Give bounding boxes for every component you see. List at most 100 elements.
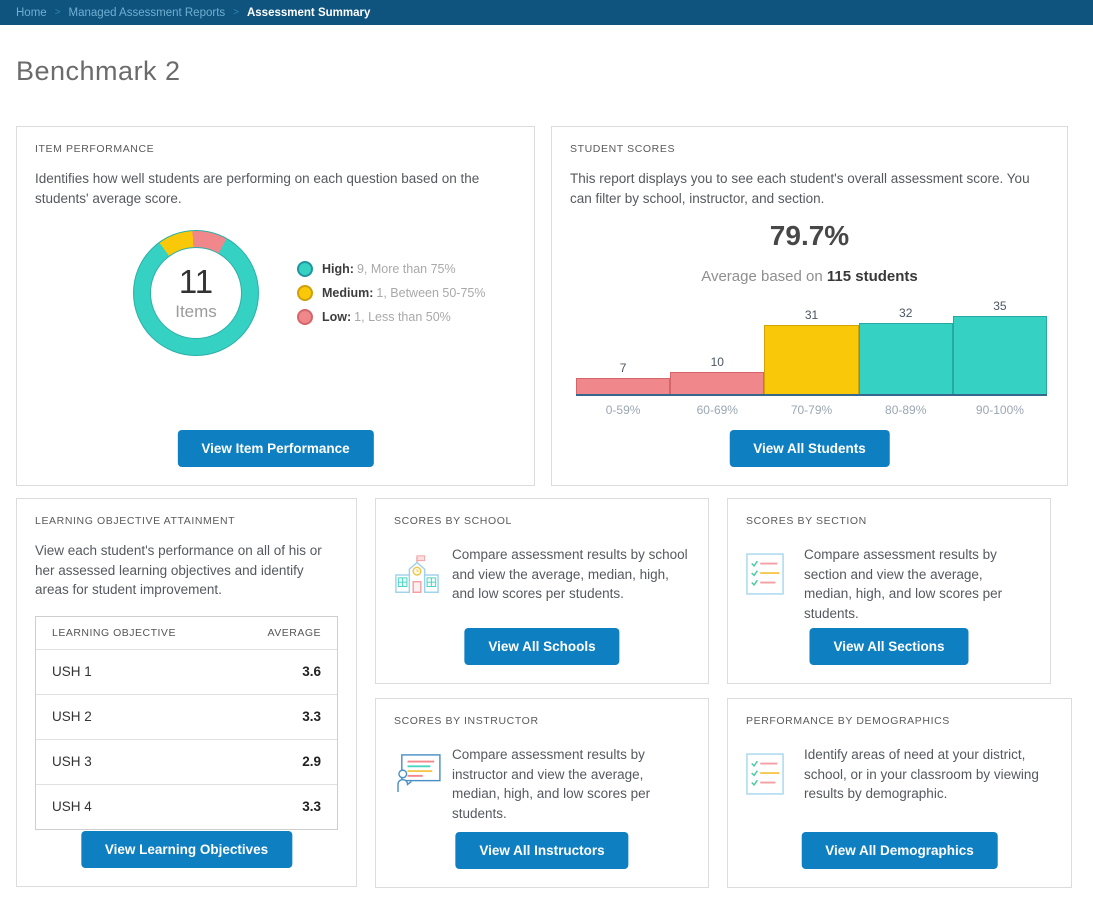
bar-rect <box>576 378 671 394</box>
card-student-scores: Student Scores This report displays you … <box>551 126 1068 486</box>
donut-legend: High: 9, More than 75% Medium: 1, Between … <box>297 253 486 333</box>
view-item-performance-button[interactable]: View Item Performance <box>177 430 374 467</box>
x-tick-label: 90-100% <box>975 403 1024 417</box>
view-all-instructors-button[interactable]: View All Instructors <box>455 832 629 869</box>
breadcrumb: Home > Managed Assessment Reports > Asse… <box>0 0 1093 25</box>
student-scores-description: This report displays you to see each stu… <box>570 171 1030 206</box>
donut-total-value: 11 <box>178 262 214 300</box>
performance-by-demographics-description: Identify areas of need at your district,… <box>804 747 1039 802</box>
card-performance-by-demographics: Performance by Demographics Identify are… <box>727 698 1072 888</box>
learning-objective-title: Learning Objective Attainment <box>35 515 236 527</box>
average-score-caption: Average based on 115 students <box>570 268 1049 285</box>
card-learning-objective-attainment: Learning Objective Attainment View each … <box>16 498 357 887</box>
bar-rect <box>952 316 1048 394</box>
histogram-bar-70-79: 31 <box>764 299 859 394</box>
objective-name: USH 4 <box>52 799 92 815</box>
objective-average: 2.9 <box>302 754 321 770</box>
item-performance-chart-area: 11 Items High: 9, More than 75% Medium: 1,… <box>35 230 516 357</box>
donut-center: 11 Items <box>150 247 242 340</box>
performance-by-demographics-title: Performance by Demographics <box>746 715 950 727</box>
objective-average: 3.6 <box>302 664 321 680</box>
histogram-bars: 7 10 31 32 35 <box>576 299 1048 396</box>
objective-average: 3.3 <box>302 799 321 815</box>
histogram-bar-90-100: 35 <box>952 299 1048 394</box>
legend-medium-name: Medium: <box>322 286 374 301</box>
table-header-row: Learning Objective Average <box>36 617 337 649</box>
item-performance-donut-chart: 11 Items <box>133 230 259 357</box>
x-tick-label: 60-69% <box>696 403 738 417</box>
card-item-performance: Item Performance Identifies how well stu… <box>16 126 535 486</box>
checklist-icon <box>746 545 804 623</box>
legend-low-detail: 1, Less than 50% <box>354 310 451 325</box>
card-scores-by-school: Scores by School Compare <box>375 498 709 684</box>
scores-by-section-title: Scores by Section <box>746 515 867 527</box>
bar-value-label: 32 <box>899 306 913 320</box>
table-row: USH 1 3.6 <box>36 648 337 694</box>
histogram-x-axis: 0-59% 60-69% 70-79% 80-89% 90-100% <box>576 403 1047 417</box>
breadcrumb-current-page: Assessment Summary <box>246 6 371 19</box>
card-scores-by-instructor: Scores by Instructor Compare assessment … <box>375 698 709 888</box>
bar-rect <box>670 372 765 394</box>
breadcrumb-separator-icon: > <box>54 7 61 18</box>
scores-by-instructor-description: Compare assessment results by instructor… <box>452 747 651 821</box>
bar-rect <box>858 323 953 394</box>
table-row: USH 3 2.9 <box>36 738 337 784</box>
legend-low-name: Low: <box>322 310 352 325</box>
average-caption-students: 115 students <box>826 268 918 286</box>
table-row: USH 2 3.3 <box>36 693 337 739</box>
legend-item-low: Low: 1, Less than 50% <box>297 309 486 326</box>
view-all-demographics-button[interactable]: View All Demographics <box>801 832 998 869</box>
table-row: USH 4 3.3 <box>36 783 337 829</box>
learning-objective-table: Learning Objective Average USH 1 3.6 USH… <box>35 615 338 830</box>
checklist-icon <box>746 745 804 804</box>
school-icon <box>394 545 452 604</box>
card-scores-by-section: Scores by Section Compare assessment res… <box>727 498 1051 684</box>
objective-name: USH 3 <box>52 754 92 770</box>
bar-value-label: 7 <box>619 361 627 375</box>
view-all-students-button[interactable]: View All Students <box>729 430 890 467</box>
student-scores-title: Student Scores <box>570 143 676 155</box>
column-header-average: Average <box>267 626 321 639</box>
view-all-sections-button[interactable]: View All Sections <box>809 628 969 665</box>
average-caption-prefix: Average based on <box>701 268 823 286</box>
objective-name: USH 1 <box>52 664 92 680</box>
donut-total-label: Items <box>175 301 217 321</box>
breadcrumb-home-link[interactable]: Home <box>16 6 47 19</box>
x-tick-label: 70-79% <box>790 403 833 417</box>
scores-by-school-description: Compare assessment results by school and… <box>452 547 688 602</box>
legend-high-detail: 9, More than 75% <box>356 262 456 277</box>
learning-objective-description: View each student's performance on all o… <box>35 543 322 598</box>
objective-name: USH 2 <box>52 709 92 725</box>
view-all-schools-button[interactable]: View All Schools <box>464 628 620 665</box>
page-title: Benchmark 2 <box>16 56 181 86</box>
breadcrumb-managed-assessment-reports-link[interactable]: Managed Assessment Reports <box>68 6 226 19</box>
average-score-value: 79.7% <box>769 220 850 252</box>
legend-item-medium: Medium: 1, Between 50-75% <box>297 285 486 302</box>
instructor-presentation-icon <box>394 745 452 823</box>
high-legend-dot-icon <box>297 261 313 278</box>
x-tick-label: 0-59% <box>605 403 641 417</box>
histogram-bar-0-59: 7 <box>576 299 671 394</box>
legend-medium-detail: 1, Between 50-75% <box>376 286 486 301</box>
scores-by-instructor-title: Scores by Instructor <box>394 715 539 727</box>
histogram-bar-60-69: 10 <box>670 299 765 394</box>
medium-legend-dot-icon <box>297 285 313 302</box>
low-legend-dot-icon <box>297 309 313 326</box>
column-header-learning-objective: Learning Objective <box>52 626 176 639</box>
objective-average: 3.3 <box>302 709 321 725</box>
item-performance-description: Identifies how well students are perform… <box>35 171 480 206</box>
scores-by-school-title: Scores by School <box>394 515 512 527</box>
bar-value-label: 10 <box>710 355 724 369</box>
bar-value-label: 31 <box>804 308 819 322</box>
item-performance-title: Item Performance <box>35 143 155 155</box>
legend-high-name: High: <box>322 262 354 277</box>
breadcrumb-separator-icon: > <box>233 7 239 18</box>
bar-value-label: 35 <box>993 299 1007 313</box>
student-scores-histogram: 7 10 31 32 35 0-59% 60-69% 70-79% <box>576 299 1048 417</box>
scores-by-section-description: Compare assessment results by section an… <box>804 547 1003 621</box>
view-learning-objectives-button[interactable]: View Learning Objectives <box>80 831 293 868</box>
legend-item-high: High: 9, More than 75% <box>297 261 486 278</box>
histogram-bar-80-89: 32 <box>858 299 953 394</box>
bar-rect <box>764 325 859 394</box>
